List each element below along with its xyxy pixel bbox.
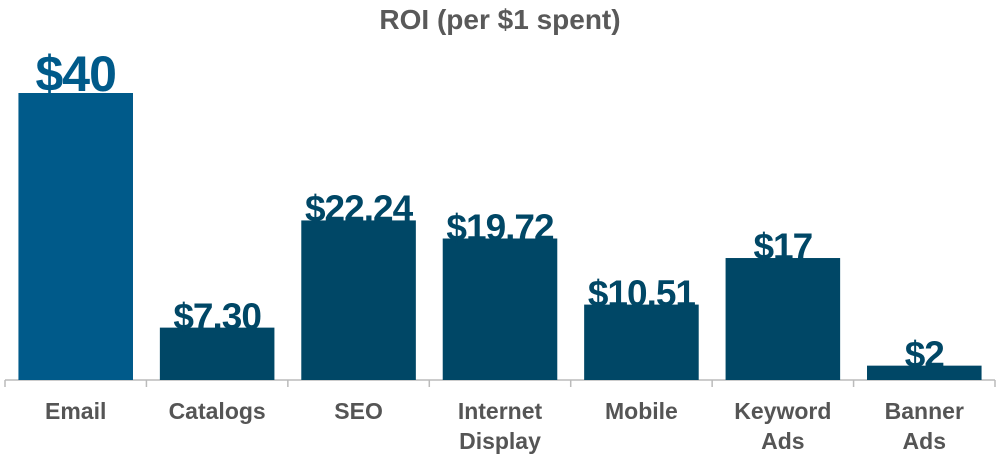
x-tick-label: Mobile	[605, 398, 678, 424]
value-label: $17	[753, 226, 813, 268]
bar	[584, 304, 699, 380]
x-tick-label: SEO	[334, 398, 383, 424]
chart-title: ROI (per $1 spent)	[379, 4, 621, 35]
bar	[18, 93, 133, 380]
bar	[301, 220, 416, 380]
bar	[867, 365, 982, 380]
x-tick-label: Internet Display	[457, 398, 543, 454]
x-tick-label: Email	[45, 398, 107, 424]
bar	[159, 327, 275, 380]
value-label: $40	[35, 46, 116, 102]
x-tick-label: Keyword Ads	[734, 398, 832, 454]
x-tick-label: Banner Ads	[884, 398, 964, 454]
value-label: $2	[904, 333, 945, 375]
value-label: $10.51	[587, 272, 696, 314]
value-label: $19.72	[446, 206, 554, 248]
x-tick-label: Catalogs	[168, 398, 266, 424]
value-label: $22.24	[304, 188, 413, 230]
bar	[725, 258, 841, 380]
value-label: $7.30	[173, 295, 262, 337]
bar	[442, 238, 558, 380]
